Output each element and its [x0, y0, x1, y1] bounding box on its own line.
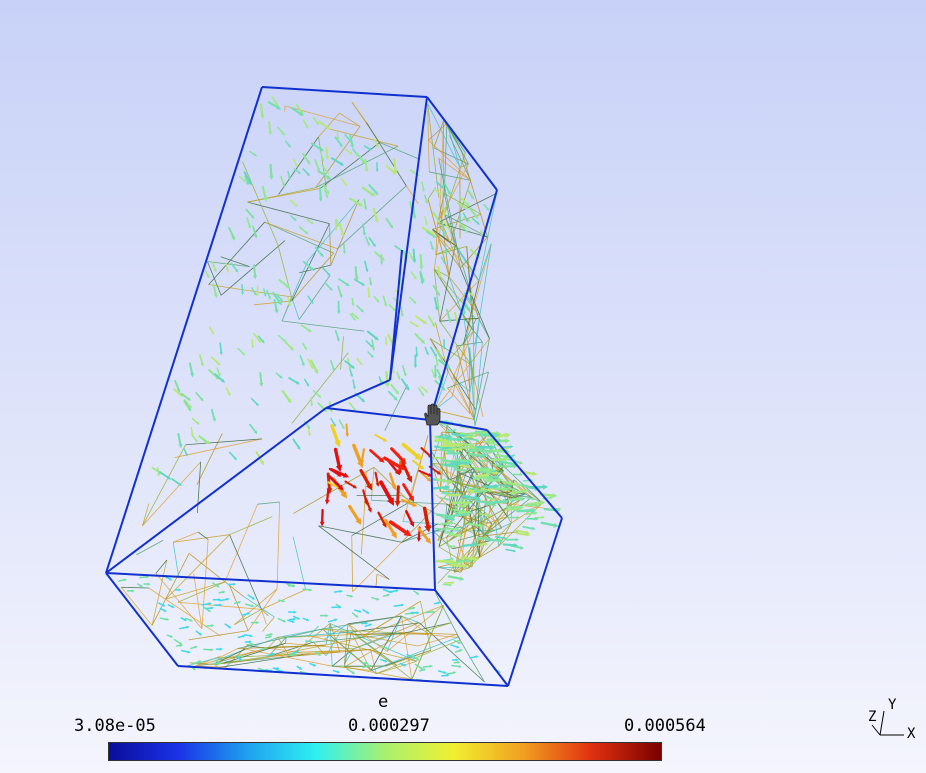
- vector-glyphs: [118, 96, 562, 682]
- scalar-bar-mid-label: 0.000297: [348, 716, 430, 736]
- axis-z-label: Z: [868, 709, 876, 725]
- mesh-wireframe: [120, 101, 551, 683]
- hand-cursor-icon: [424, 403, 441, 426]
- scalar-bar-title: e: [378, 692, 389, 712]
- orientation-axes: Y Z X: [868, 697, 916, 742]
- scalar-bar-min-label: 3.08e-05: [74, 716, 156, 736]
- axis-x-label: X: [907, 726, 916, 742]
- axis-y-label: Y: [888, 697, 897, 713]
- domain-outline: [105, 86, 563, 687]
- scalar-bar-max-label: 0.000564: [624, 716, 706, 736]
- scalar-bar-gradient: [108, 742, 662, 761]
